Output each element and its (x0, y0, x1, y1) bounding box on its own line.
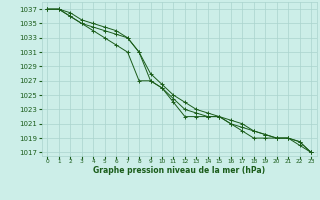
X-axis label: Graphe pression niveau de la mer (hPa): Graphe pression niveau de la mer (hPa) (93, 166, 265, 175)
